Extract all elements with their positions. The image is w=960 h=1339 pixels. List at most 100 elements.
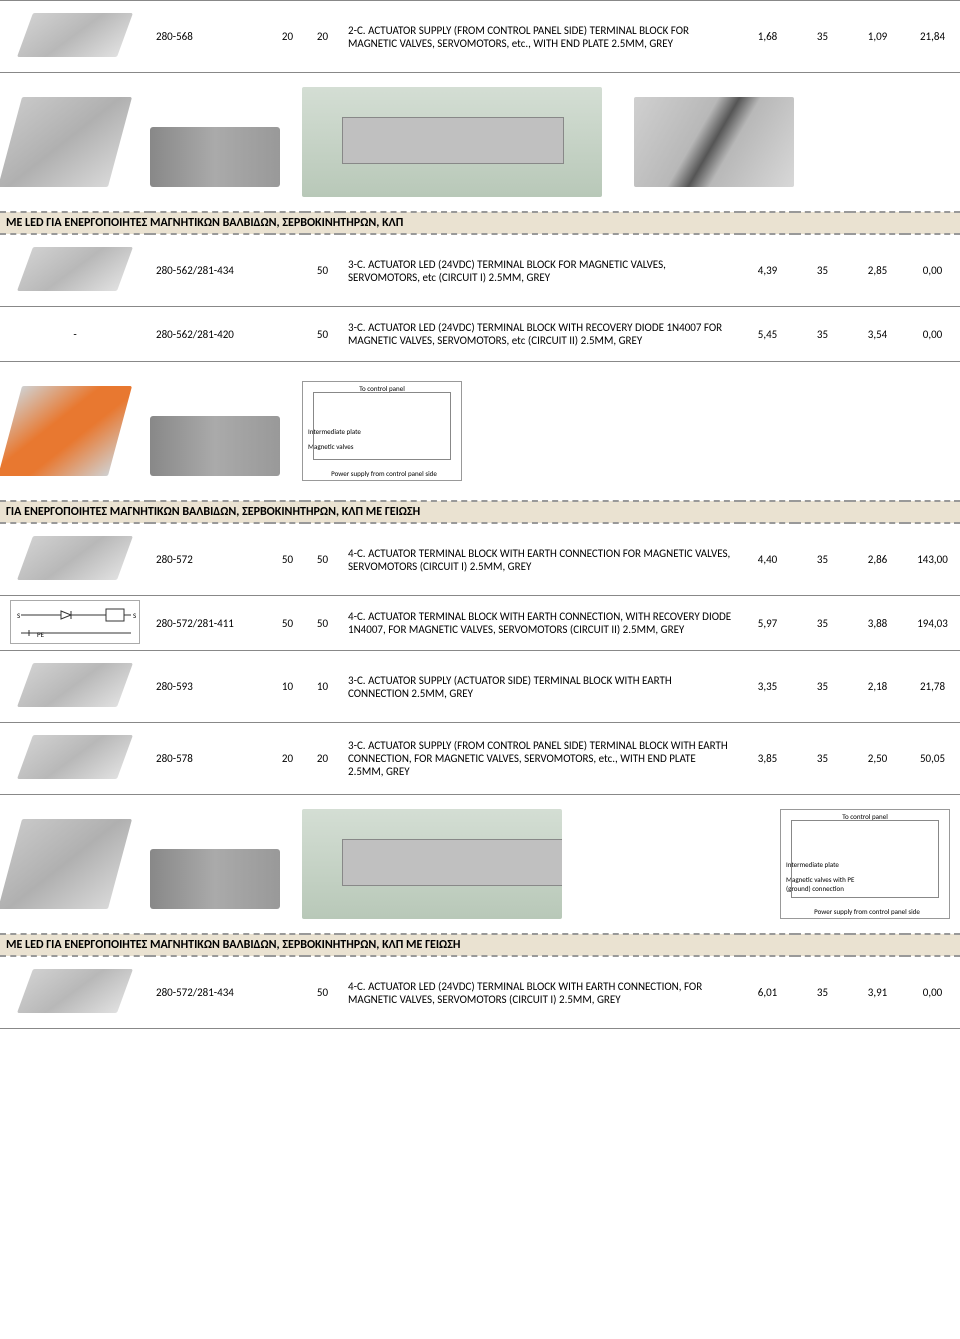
qty-1: 50 [270, 596, 305, 651]
terminal-block-icon [10, 727, 140, 787]
price-4: 0,00 [905, 234, 960, 307]
price-2: 35 [795, 234, 850, 307]
product-code: 280-572 [150, 523, 270, 596]
diagram-label-mid: Intermediate plate [786, 860, 839, 869]
image-strip [0, 73, 960, 213]
qty-1 [270, 234, 305, 307]
price-1: 6,01 [740, 956, 795, 1029]
price-3: 3,88 [850, 596, 905, 651]
product-code: 280-568 [150, 1, 270, 73]
circuit-symbol-icon: S S PE [10, 600, 140, 644]
product-description: 4-C. ACTUATOR LED (24VDC) TERMINAL BLOCK… [340, 956, 740, 1029]
price-3: 3,54 [850, 307, 905, 362]
terminal-block-icon [10, 5, 140, 65]
product-description: 3-C. ACTUATOR SUPPLY (FROM CONTROL PANEL… [340, 723, 740, 795]
price-4: 0,00 [905, 956, 960, 1029]
qty-2: 10 [305, 651, 340, 723]
terminal-block-icon [10, 961, 140, 1021]
price-1: 5,97 [740, 596, 795, 651]
price-1: 1,68 [740, 1, 795, 73]
price-4: 194,03 [905, 596, 960, 651]
table-row: S S PE 280-572/281-411 50 50 4-C. ACTUAT… [0, 596, 960, 651]
no-image-dash: - [0, 307, 150, 362]
section-header: ΓΙΑ ΕΝΕΡΓΟΠΟΙΗΤΕΣ ΜΑΓΝΗΤΙΚΩΝ ΒΑΛΒΙΔΩΝ, Σ… [0, 501, 960, 523]
product-code: 280-572/281-411 [150, 596, 270, 651]
svg-text:PE: PE [37, 630, 45, 639]
product-description: 3-C. ACTUATOR SUPPLY (ACTUATOR SIDE) TER… [340, 651, 740, 723]
price-2: 35 [795, 651, 850, 723]
product-description: 4-C. ACTUATOR TERMINAL BLOCK WITH EARTH … [340, 523, 740, 596]
section-header: ΜΕ LED ΓΙΑ ΕΝΕΡΓΟΠΟΙΗΤΕΣ ΜΑΓΝΗΤΙΚΩΝ ΒΑΛΒ… [0, 934, 960, 956]
price-2: 35 [795, 723, 850, 795]
assembly-orange-photo-icon [10, 376, 290, 486]
qty-1: 10 [270, 651, 305, 723]
table-row: 280-562/281-434 50 3-C. ACTUATOR LED (24… [0, 234, 960, 307]
product-code: 280-593 [150, 651, 270, 723]
diagram-label-mid: Intermediate plate [308, 427, 361, 436]
table-row: 280-578 20 20 3-C. ACTUATOR SUPPLY (FROM… [0, 723, 960, 795]
qty-1: 20 [270, 723, 305, 795]
circuit-diagram-icon: To control panel Intermediate plate Magn… [302, 381, 462, 481]
terminal-block-icon [10, 239, 140, 299]
product-description: 4-C. ACTUATOR TERMINAL BLOCK WITH EARTH … [340, 596, 740, 651]
svg-text:S: S [133, 611, 136, 620]
price-4: 21,78 [905, 651, 960, 723]
section-title: ΜΕ LED ΓΙΑ ΕΝΕΡΓΟΠΟΙΗΤΕΣ ΜΑΓΝΗΤΙΚΩΝ ΒΑΛΒ… [0, 934, 960, 956]
price-3: 3,91 [850, 956, 905, 1029]
product-description: 3-C. ACTUATOR LED (24VDC) TERMINAL BLOCK… [340, 307, 740, 362]
product-code: 280-562/281-434 [150, 234, 270, 307]
terminal-array-icon [614, 87, 814, 197]
assembly-photo-icon [10, 809, 290, 919]
diagram-label-mag-pe: Magnetic valves with PE (ground) connect… [786, 875, 866, 893]
table-row: - 280-562/281-420 50 3-C. ACTUATOR LED (… [0, 307, 960, 362]
section-title: ΓΙΑ ΕΝΕΡΓΟΠΟΙΗΤΕΣ ΜΑΓΝΗΤΙΚΩΝ ΒΑΛΒΙΔΩΝ, Σ… [0, 501, 960, 523]
terminal-block-icon [10, 655, 140, 715]
table-row: 280-572/281-434 50 4-C. ACTUATOR LED (24… [0, 956, 960, 1029]
qty-2: 50 [305, 523, 340, 596]
diagram-label-top: To control panel [783, 812, 947, 821]
qty-2: 20 [305, 723, 340, 795]
qty-2: 50 [305, 956, 340, 1029]
product-code: 280-578 [150, 723, 270, 795]
circuit-diagram-icon: To control panel Intermediate plate Magn… [780, 809, 950, 919]
price-2: 35 [795, 596, 850, 651]
qty-1: 50 [270, 523, 305, 596]
price-4: 143,00 [905, 523, 960, 596]
pneumatic-manifold-icon [302, 809, 562, 919]
product-description: 2-C. ACTUATOR SUPPLY (FROM CONTROL PANEL… [340, 1, 740, 73]
qty-1 [270, 956, 305, 1029]
section-title: ΜΕ LED ΓΙΑ ΕΝΕΡΓΟΠΟΙΗΤΕΣ ΜΑΓΝΗΤΙΚΩΝ ΒΑΛΒ… [0, 212, 960, 234]
table-row: 280-572 50 50 4-C. ACTUATOR TERMINAL BLO… [0, 523, 960, 596]
terminal-block-icon [10, 528, 140, 588]
price-3: 2,85 [850, 234, 905, 307]
product-description: 3-C. ACTUATOR LED (24VDC) TERMINAL BLOCK… [340, 234, 740, 307]
image-strip: To control panel Intermediate plate Magn… [0, 362, 960, 502]
product-code: 280-562/281-420 [150, 307, 270, 362]
price-1: 4,39 [740, 234, 795, 307]
diagram-label-bottom: Power supply from control panel side [783, 907, 951, 916]
product-table: 280-568 20 20 2-C. ACTUATOR SUPPLY (FROM… [0, 0, 960, 1029]
product-code: 280-572/281-434 [150, 956, 270, 1029]
price-2: 35 [795, 956, 850, 1029]
price-3: 1,09 [850, 1, 905, 73]
table-row: 280-568 20 20 2-C. ACTUATOR SUPPLY (FROM… [0, 1, 960, 73]
assembly-photo-icon [10, 87, 290, 197]
qty-1 [270, 307, 305, 362]
price-4: 0,00 [905, 307, 960, 362]
qty-2: 50 [305, 234, 340, 307]
price-1: 3,35 [740, 651, 795, 723]
price-1: 4,40 [740, 523, 795, 596]
price-2: 35 [795, 307, 850, 362]
price-1: 5,45 [740, 307, 795, 362]
price-3: 2,18 [850, 651, 905, 723]
svg-text:S: S [17, 611, 20, 620]
pneumatic-manifold-icon [302, 87, 602, 197]
diagram-label-bottom: Power supply from control panel side [305, 469, 463, 478]
price-1: 3,85 [740, 723, 795, 795]
image-strip: To control panel Intermediate plate Magn… [0, 795, 960, 935]
price-4: 50,05 [905, 723, 960, 795]
qty-2: 50 [305, 307, 340, 362]
price-3: 2,86 [850, 523, 905, 596]
qty-2: 50 [305, 596, 340, 651]
qty-2: 20 [305, 1, 340, 73]
